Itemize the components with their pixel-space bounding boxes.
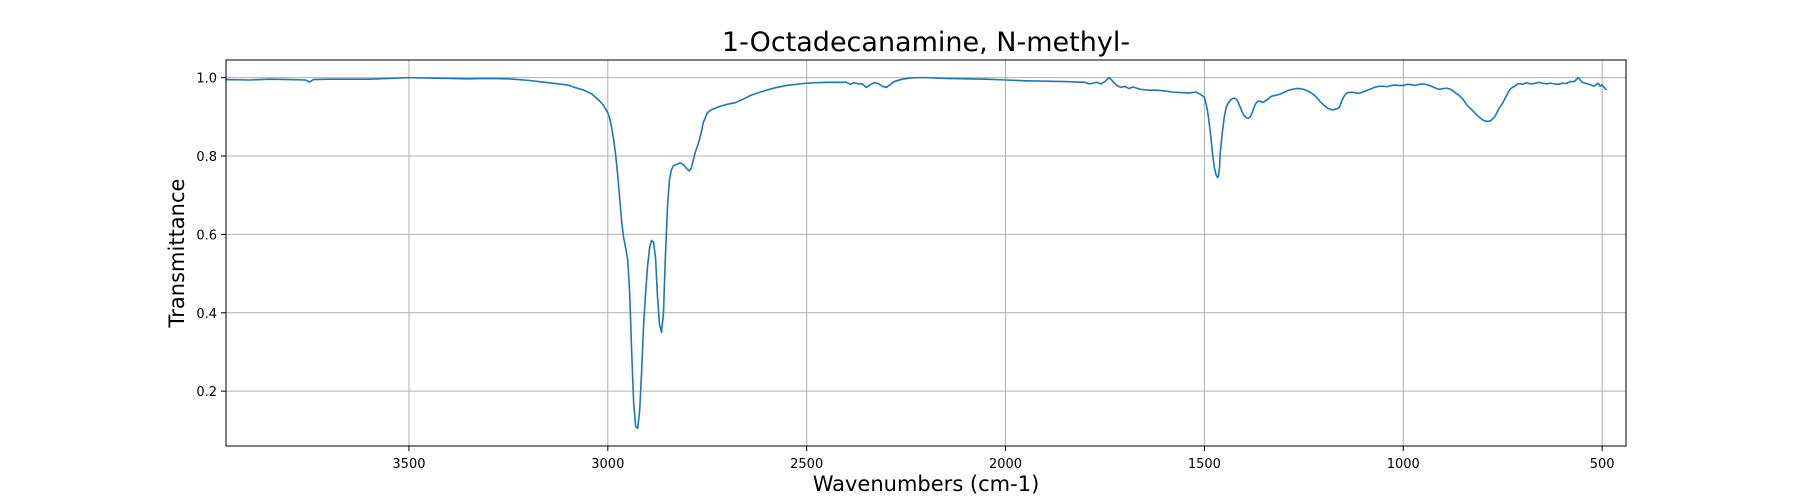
y-tick-label: 1.0	[196, 72, 217, 87]
series-layer	[225, 76, 1607, 430]
x-axis-label: Wavenumbers (cm-1)	[813, 472, 1040, 496]
grid	[226, 60, 1626, 446]
x-tick-label: 1500	[1188, 457, 1221, 472]
chart-title: 1-Octadecanamine, N-methyl-	[722, 27, 1130, 58]
x-tick-label: 3000	[591, 457, 624, 472]
y-axis-label: Transmittance	[165, 179, 189, 329]
plot-frame	[225, 59, 1627, 447]
x-tick-label: 3500	[392, 457, 425, 472]
y-tick-label: 0.6	[196, 228, 217, 243]
spectrum-line	[225, 76, 1607, 430]
x-tick-label: 500	[1590, 457, 1615, 472]
axis-ticks: 3500 3000 2500 2000 1500 1000 500 0.2 0.4 0.6 0.8 1…	[196, 72, 1614, 472]
x-tick-label: 2500	[790, 457, 823, 472]
x-tick-label: 2000	[989, 457, 1022, 472]
y-tick-label: 0.4	[196, 307, 217, 322]
x-tick-label: 1000	[1387, 457, 1420, 472]
y-tick-label: 0.8	[196, 150, 217, 165]
y-tick-label: 0.2	[196, 385, 217, 400]
